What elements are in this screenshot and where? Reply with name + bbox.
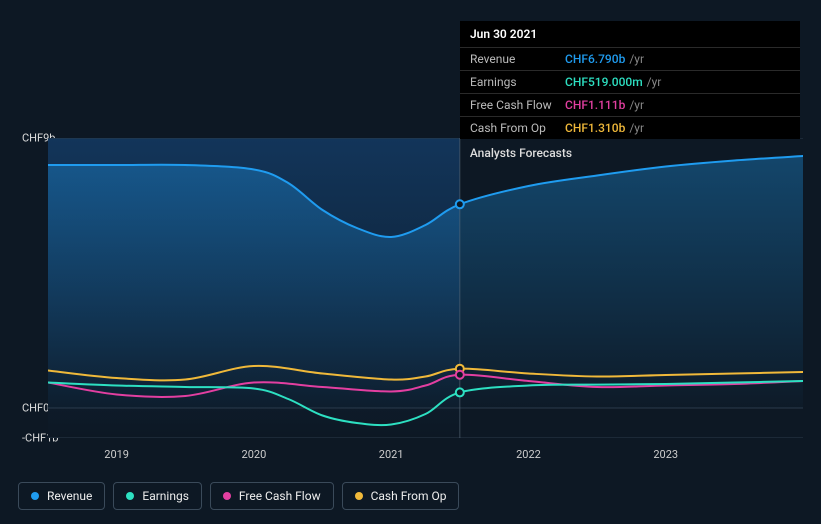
y-axis-label: CHF0 (22, 402, 49, 415)
marker-earnings (456, 388, 464, 396)
tooltip-metric-unit: /yr (647, 75, 662, 89)
tooltip-metric-value: CHF1.310b (565, 121, 625, 135)
x-axis-label: 2021 (379, 448, 404, 461)
tooltip-row: EarningsCHF519.000m /yr (460, 71, 800, 94)
legend-dot-icon (355, 492, 363, 500)
tooltip-metric-unit: /yr (629, 52, 644, 66)
tooltip-row: RevenueCHF6.790b /yr (460, 48, 800, 71)
x-axis-label: 2023 (653, 448, 678, 461)
financial-chart-panel: Jun 30 2021 RevenueCHF6.790b /yrEarnings… (0, 0, 821, 524)
legend-label: Revenue (47, 489, 92, 503)
x-axis-label: 2019 (104, 448, 129, 461)
tooltip-row: Cash From OpCHF1.310b /yr (460, 117, 800, 139)
x-axis: 2019 2020 2021 2022 2023 (48, 448, 803, 468)
legend-toggle-earnings[interactable]: Earnings (113, 482, 202, 510)
tooltip-metric-label: Earnings (470, 75, 565, 89)
tooltip-metric-label: Free Cash Flow (470, 98, 565, 112)
tooltip-date: Jun 30 2021 (460, 21, 800, 48)
chart-legend: Revenue Earnings Free Cash Flow Cash From O… (18, 482, 459, 510)
line-chart-svg[interactable] (48, 138, 803, 438)
legend-dot-icon (223, 492, 231, 500)
x-axis-label: 2022 (516, 448, 541, 461)
marker-free_cash_flow (456, 371, 464, 379)
legend-toggle-free_cash_flow[interactable]: Free Cash Flow (210, 482, 334, 510)
tooltip-metric-value: CHF519.000m (565, 75, 643, 89)
legend-label: Cash From Op (371, 489, 447, 503)
legend-label: Earnings (142, 489, 189, 503)
marker-revenue (456, 200, 464, 208)
legend-toggle-cash_from_op[interactable]: Cash From Op (342, 482, 460, 510)
tooltip-metric-value: CHF6.790b (565, 52, 625, 66)
x-axis-label: 2020 (242, 448, 267, 461)
tooltip-metric-unit: /yr (629, 98, 644, 112)
legend-toggle-revenue[interactable]: Revenue (18, 482, 105, 510)
tooltip-row: Free Cash FlowCHF1.111b /yr (460, 94, 800, 117)
legend-label: Free Cash Flow (239, 489, 321, 503)
tooltip-metric-label: Cash From Op (470, 121, 565, 135)
legend-dot-icon (31, 492, 39, 500)
tooltip-metric-value: CHF1.111b (565, 98, 625, 112)
tooltip-metric-unit: /yr (629, 121, 644, 135)
chart-area: CHF9bCHF0-CHF1b Past Analysts Forecasts … (18, 118, 803, 468)
legend-dot-icon (126, 492, 134, 500)
hover-tooltip: Jun 30 2021 RevenueCHF6.790b /yrEarnings… (460, 21, 800, 139)
tooltip-metric-label: Revenue (470, 52, 565, 66)
